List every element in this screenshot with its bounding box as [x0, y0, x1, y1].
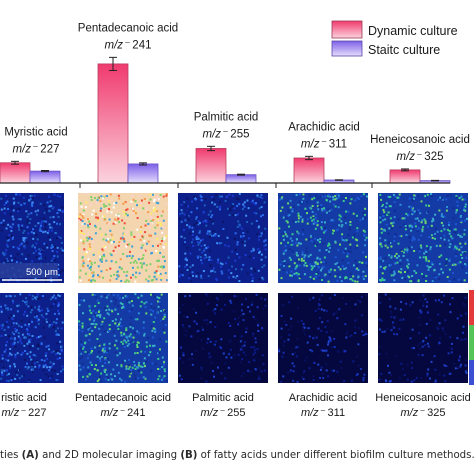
bottom-label-palmitic-acid: Palmitic acid: [192, 392, 254, 404]
ms-image-pentadecanoic-acid-dynamic: [78, 193, 168, 283]
error-bar-pentadecanoic-acid-static: [139, 162, 147, 166]
bar-palmitic-acid-static: [225, 174, 257, 184]
imaging-panels: [0, 193, 468, 383]
bar-palmitic-acid-dynamic: [195, 148, 227, 184]
mz-label-arachidic-acid: m/z⁻ 311: [301, 138, 347, 150]
mz-label-pentadecanoic-acid: m/z⁻ 241: [105, 39, 152, 51]
bottom-mz-palmitic-acid: m/z⁻ 255: [201, 407, 246, 419]
ms-image-palmitic-acid-dynamic: [178, 193, 268, 283]
mz-label-heneicosanoic-acid: m/z⁻ 325: [397, 151, 444, 163]
label-arachidic-acid: Arachidic acid: [288, 121, 360, 133]
caption-middle: and 2D molecular imaging: [39, 450, 180, 461]
caption-a: (A): [22, 450, 39, 461]
ms-image-arachidic-acid-dynamic: [278, 193, 368, 283]
legend-label-dynamic: Dynamic culture: [368, 24, 458, 38]
bottom-mz-pentadecanoic-acid: m/z⁻ 241: [101, 407, 146, 419]
ms-image-heneicosanoic-acid-dynamic: [378, 193, 468, 283]
mz-label-myristic-acid: m/z⁻ 227: [13, 143, 60, 155]
figure-caption: ties (A) and 2D molecular imaging (B) of…: [0, 450, 474, 461]
bar-myristic-acid-static: [29, 170, 61, 184]
scale-bar-label: 500 μm: [26, 267, 58, 278]
legend-label-static: Staitc culture: [368, 43, 440, 57]
bar-pentadecanoic-acid-static: [127, 163, 159, 184]
legend-swatch-dynamic: [331, 20, 363, 39]
bottom-mz-arachidic-acid: m/z⁻ 311: [301, 407, 345, 419]
ms-image-myristic-acid-static: [0, 293, 64, 383]
bar-heneicosanoic-acid-dynamic: [389, 169, 421, 184]
bottom-label-myristic-acid: ristic acid: [1, 392, 47, 404]
bottom-mz-myristic-acid: m/z⁻ 227: [2, 407, 47, 419]
caption-prefix: ties: [0, 450, 22, 461]
error-bar-myristic-acid-dynamic: [11, 160, 19, 165]
error-bar-myristic-acid-static: [41, 169, 49, 173]
bar-group: [0, 56, 451, 184]
bar-myristic-acid-dynamic: [0, 162, 31, 184]
ms-image-myristic-acid-dynamic: [0, 193, 64, 283]
bottom-mz-heneicosanoic-acid: m/z⁻ 325: [401, 407, 446, 419]
label-pentadecanoic-acid: Pentadecanoic acid: [78, 22, 178, 34]
error-bar-palmitic-acid-static: [237, 173, 245, 176]
legend: Dynamic culture Staitc culture: [331, 20, 458, 57]
ms-image-arachidic-acid-static: [278, 293, 368, 383]
error-bar-heneicosanoic-acid-dynamic: [401, 168, 409, 172]
error-bar-pentadecanoic-acid-dynamic: [109, 56, 117, 71]
label-myristic-acid: Myristic acid: [4, 126, 67, 138]
error-bar-arachidic-acid-dynamic: [305, 155, 313, 161]
caption-suffix: of fatty acids under different biofilm c…: [197, 450, 474, 461]
error-bar-palmitic-acid-dynamic: [207, 145, 215, 152]
label-palmitic-acid: Palmitic acid: [194, 111, 259, 123]
ms-image-heneicosanoic-acid-static: [378, 293, 468, 383]
x-axis-ticks: [79, 183, 373, 188]
legend-swatch-static: [331, 40, 363, 57]
ms-image-palmitic-acid-static: [178, 293, 268, 383]
compound-labels: Myristic acid m/z⁻ 227 Pentadecanoic acid m…: [4, 22, 470, 163]
ms-image-pentadecanoic-acid-static: [78, 293, 168, 383]
caption-b: (B): [180, 450, 197, 461]
bar-pentadecanoic-acid-dynamic: [97, 63, 129, 184]
intensity-colorbar: [469, 290, 474, 385]
bottom-label-arachidic-acid: Arachidic acid: [289, 392, 357, 404]
scale-bar-background: [0, 263, 58, 278]
bottom-label-heneicosanoic-acid: Heneicosanoic acid: [375, 392, 470, 404]
scale-bar: 500 μm: [0, 263, 62, 281]
bar-arachidic-acid-dynamic: [293, 157, 325, 184]
label-heneicosanoic-acid: Heneicosanoic acid: [370, 134, 470, 146]
bottom-label-pentadecanoic-acid: Pentadecanoic acid: [75, 392, 171, 404]
colorbar-green: [469, 325, 474, 360]
colorbar-blue: [469, 360, 474, 385]
mz-label-palmitic-acid: m/z⁻ 255: [203, 128, 250, 140]
bottom-compound-labels: ristic acid m/z⁻ 227 Pentadecanoic acid m/z…: [1, 392, 471, 419]
colorbar-red: [469, 290, 474, 325]
